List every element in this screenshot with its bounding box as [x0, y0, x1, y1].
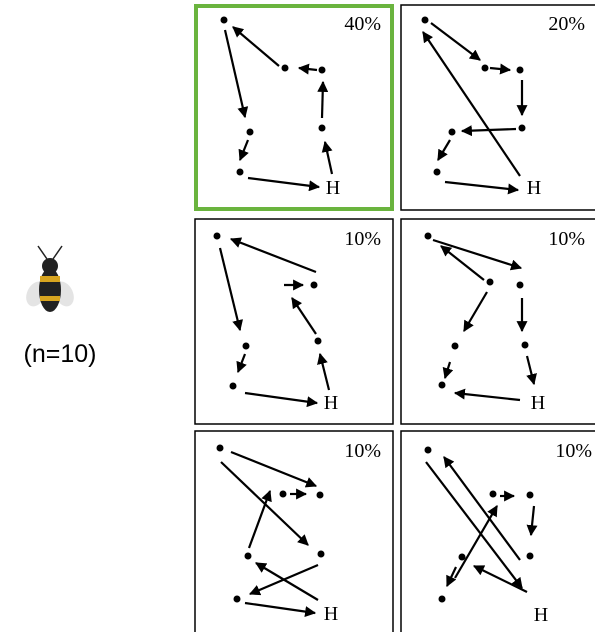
- route-percent: 10%: [344, 440, 381, 462]
- flowers: [213, 16, 534, 603]
- panel-border: [194, 218, 394, 425]
- bee-icon: [26, 245, 74, 312]
- home-label: H: [534, 604, 548, 626]
- route-percent: 40%: [344, 13, 381, 35]
- home-label: H: [326, 177, 340, 199]
- route-percent: 20%: [548, 13, 585, 35]
- sample-size: (n=10): [24, 340, 97, 368]
- route-percent: 10%: [555, 440, 592, 462]
- panel-border: [400, 430, 595, 632]
- panel-border: [194, 430, 394, 632]
- panel-border: [400, 4, 595, 211]
- route-arrows: [218, 22, 538, 618]
- home-label: H: [324, 392, 338, 414]
- home-label: H: [324, 603, 338, 625]
- route-percent: 10%: [548, 228, 585, 250]
- home-label: H: [527, 177, 541, 199]
- route-percent: 10%: [344, 228, 381, 250]
- panel-border: [194, 4, 394, 211]
- panel-border: [400, 218, 595, 425]
- home-label: H: [531, 392, 545, 414]
